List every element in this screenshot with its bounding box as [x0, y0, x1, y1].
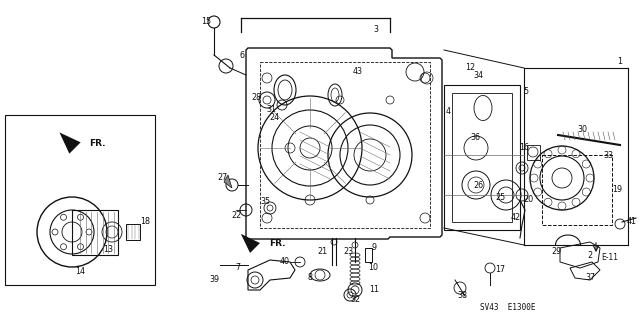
Text: 12: 12 — [465, 63, 475, 72]
Text: FR.: FR. — [269, 240, 285, 249]
Text: 29: 29 — [551, 248, 561, 256]
Text: 32: 32 — [350, 295, 360, 305]
Text: 43: 43 — [353, 68, 363, 77]
Text: 31: 31 — [266, 106, 276, 115]
Text: 3: 3 — [374, 26, 378, 34]
Text: 1: 1 — [618, 57, 623, 66]
Text: 11: 11 — [369, 286, 379, 294]
Text: 26: 26 — [473, 181, 483, 189]
Text: 23: 23 — [343, 248, 353, 256]
Text: 17: 17 — [495, 265, 505, 275]
Text: 16: 16 — [519, 144, 529, 152]
Text: 20: 20 — [523, 196, 533, 204]
Text: 8: 8 — [307, 273, 312, 283]
Text: 38: 38 — [457, 291, 467, 300]
Text: 6: 6 — [239, 50, 244, 60]
Text: 35: 35 — [260, 197, 270, 206]
Text: 25: 25 — [495, 194, 505, 203]
Text: 28: 28 — [251, 93, 261, 102]
Text: SV43  E1300E: SV43 E1300E — [480, 303, 536, 313]
Text: 2: 2 — [588, 250, 593, 259]
Text: 40: 40 — [280, 257, 290, 266]
Text: 15: 15 — [201, 18, 211, 26]
Text: 34: 34 — [473, 70, 483, 79]
Text: 21: 21 — [317, 248, 327, 256]
Text: 19: 19 — [612, 186, 622, 195]
Text: E-11: E-11 — [601, 254, 618, 263]
Text: 37: 37 — [585, 273, 595, 283]
Text: 41: 41 — [627, 218, 637, 226]
Text: 33: 33 — [603, 151, 613, 160]
Text: 22: 22 — [231, 211, 241, 219]
Text: FR.: FR. — [89, 138, 106, 147]
Text: 24: 24 — [269, 114, 279, 122]
Text: 5: 5 — [524, 87, 529, 97]
Text: 30: 30 — [577, 125, 587, 135]
Text: 27: 27 — [217, 174, 227, 182]
Text: 4: 4 — [445, 108, 451, 116]
Text: 39: 39 — [209, 276, 219, 285]
Text: 10: 10 — [368, 263, 378, 272]
Text: 36: 36 — [470, 133, 480, 143]
Text: 13: 13 — [103, 246, 113, 255]
Text: 7: 7 — [236, 263, 241, 272]
Polygon shape — [60, 132, 81, 154]
Text: 18: 18 — [140, 218, 150, 226]
Polygon shape — [224, 175, 232, 188]
Text: 42: 42 — [511, 213, 521, 222]
Text: 14: 14 — [75, 268, 85, 277]
Text: 9: 9 — [371, 243, 376, 253]
Polygon shape — [241, 234, 260, 253]
